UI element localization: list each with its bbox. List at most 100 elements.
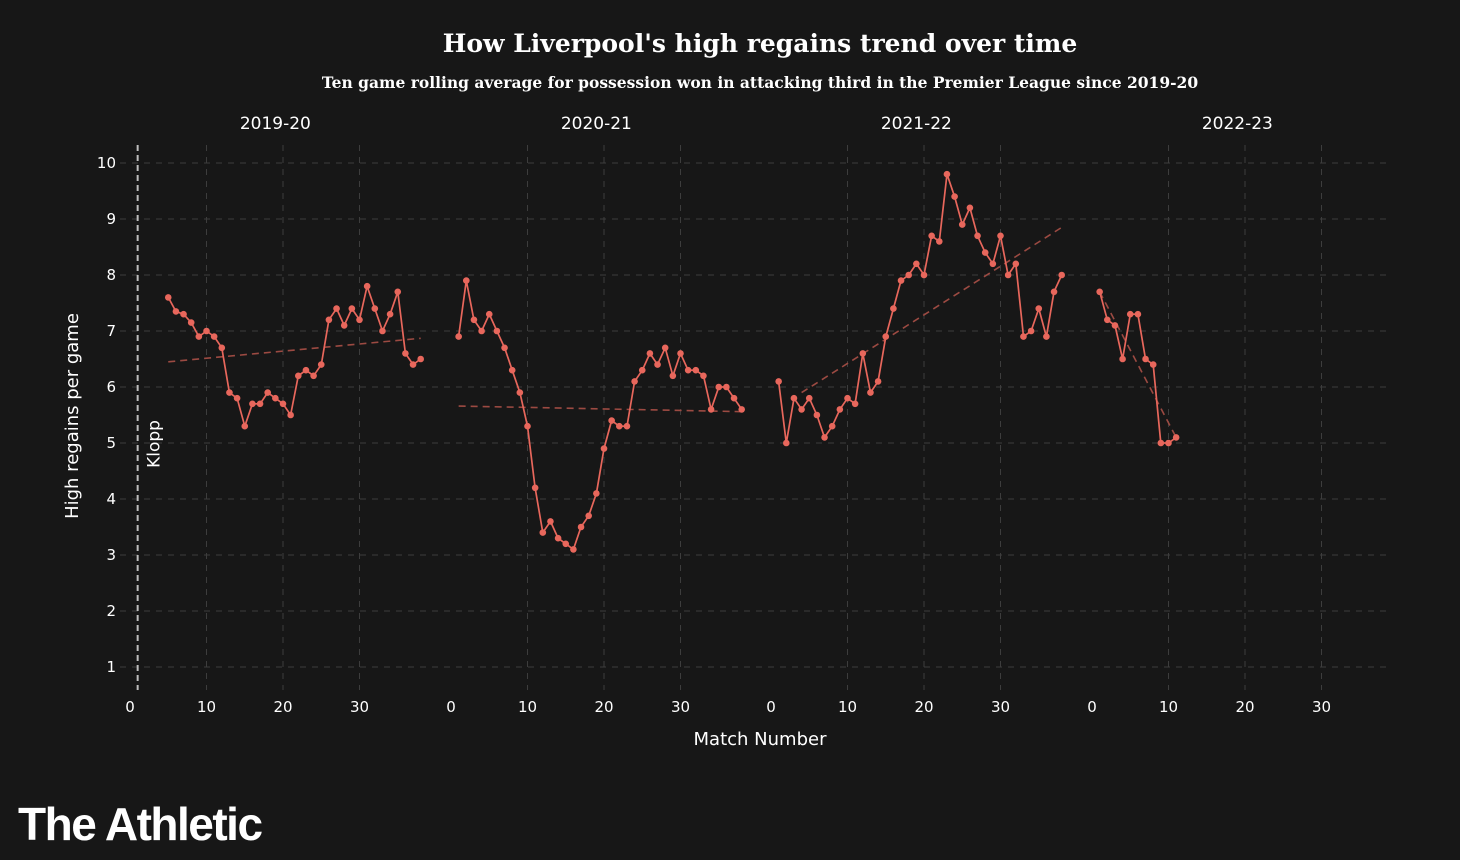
data-point: [1020, 333, 1027, 340]
data-point: [379, 327, 386, 335]
data-point: [692, 366, 700, 374]
data-point: [516, 389, 524, 396]
x-axis-label: Match Number: [694, 729, 828, 750]
y-tick-label: 10: [97, 154, 116, 172]
data-point: [600, 445, 608, 452]
data-point: [723, 383, 730, 391]
data-point: [455, 333, 462, 340]
x-tick-label: 30: [350, 698, 369, 716]
x-tick-label: 30: [1312, 698, 1331, 716]
data-point: [264, 389, 272, 396]
y-tick-label: 7: [106, 322, 116, 340]
data-point: [631, 378, 638, 385]
x-tick-label: 20: [1235, 698, 1254, 716]
data-point: [1149, 361, 1157, 368]
x-tick-label: 30: [991, 698, 1010, 716]
data-point: [203, 327, 210, 335]
data-point: [1027, 327, 1035, 335]
data-point: [508, 366, 516, 374]
data-point: [783, 439, 790, 447]
data-point: [363, 282, 371, 290]
x-tick-label: 10: [518, 698, 537, 716]
data-point: [547, 518, 554, 525]
data-point: [287, 411, 294, 419]
klopp-annotation: Klopp: [145, 420, 165, 468]
data-point: [890, 305, 897, 312]
data-point: [851, 400, 859, 408]
y-tick-label: 9: [106, 210, 116, 228]
data-point: [1004, 271, 1012, 279]
x-tick-label: 0: [125, 698, 135, 716]
data-point: [951, 193, 958, 200]
data-point: [333, 305, 340, 312]
data-point: [608, 417, 615, 424]
trend-line: [168, 337, 421, 363]
data-point: [317, 361, 325, 368]
data-point: [661, 344, 669, 352]
data-point: [867, 389, 874, 396]
data-point: [730, 394, 738, 402]
series-line: [777, 173, 1063, 444]
data-point: [805, 394, 813, 402]
y-axis-label: High regains per game: [62, 313, 83, 519]
data-point: [1126, 310, 1134, 318]
y-tick-label: 3: [106, 546, 116, 564]
data-point: [272, 394, 279, 402]
data-point: [386, 310, 394, 318]
data-point: [195, 333, 203, 340]
data-point: [172, 308, 180, 315]
grid: [120, 145, 1392, 690]
data-point: [821, 434, 828, 441]
data-point: [585, 512, 592, 520]
season-label: 2022-23: [1202, 114, 1273, 134]
data-point: [1111, 322, 1119, 329]
data-point: [1172, 434, 1180, 441]
data-point: [981, 249, 989, 256]
data-point: [1104, 316, 1111, 324]
data-point: [554, 534, 562, 542]
x-tick-label: 0: [766, 698, 776, 716]
data-point: [409, 361, 417, 368]
data-point: [700, 372, 707, 380]
series-line: [457, 280, 743, 551]
data-point: [958, 221, 966, 228]
data-point: [1096, 288, 1103, 296]
data-point: [920, 271, 928, 279]
x-tick-label: 20: [914, 698, 933, 716]
data-point: [1012, 260, 1020, 268]
series: [164, 170, 1180, 553]
data-point: [715, 383, 723, 391]
data-point: [478, 327, 485, 335]
series-line: [167, 283, 422, 430]
data-point: [684, 366, 692, 374]
data-point: [356, 316, 363, 324]
data-point: [623, 422, 631, 430]
data-point: [844, 394, 851, 402]
data-point: [577, 523, 585, 531]
data-point: [669, 372, 677, 380]
data-point: [966, 204, 974, 212]
data-point: [539, 529, 547, 536]
data-point: [707, 406, 715, 413]
data-point: [913, 260, 920, 268]
data-point: [874, 378, 882, 385]
x-tick-label: 0: [446, 698, 456, 716]
x-tick-label: 10: [838, 698, 857, 716]
y-tick-label: 8: [106, 266, 116, 284]
data-point: [348, 305, 356, 312]
data-point: [562, 540, 570, 548]
data-point: [302, 366, 310, 374]
y-tick-label: 1: [106, 658, 116, 676]
data-point: [394, 288, 402, 296]
x-tick-label: 20: [594, 698, 613, 716]
trend-line: [1098, 291, 1177, 438]
data-point: [226, 389, 233, 396]
y-tick-label: 6: [106, 378, 116, 396]
data-point: [989, 260, 997, 268]
data-point: [1035, 305, 1043, 312]
trend-line: [801, 226, 1063, 394]
data-point: [1157, 439, 1165, 447]
data-point: [210, 333, 218, 340]
data-point: [233, 394, 241, 402]
